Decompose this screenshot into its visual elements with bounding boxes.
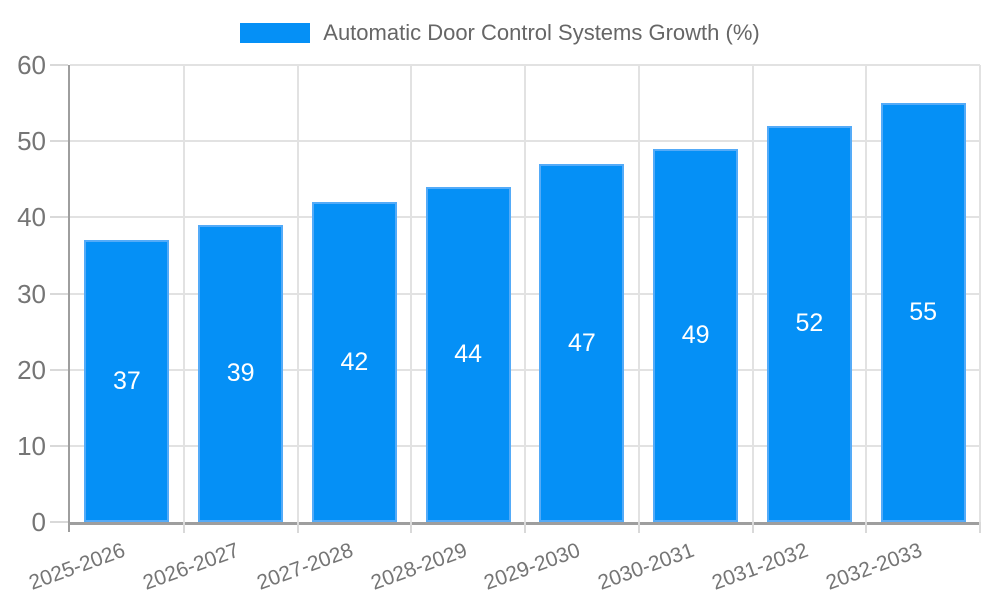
x-tick-mark xyxy=(751,522,754,533)
y-tick-label: 30 xyxy=(17,278,46,309)
x-category-label: 2031-2032 xyxy=(708,538,812,595)
bar-value-label: 55 xyxy=(909,298,938,327)
y-axis-labels: 0 10 20 30 40 50 60 xyxy=(0,52,46,535)
y-tick-mark xyxy=(50,216,68,219)
x-tick-mark xyxy=(865,522,868,533)
x-tick-mark xyxy=(410,522,413,533)
bar: 49 xyxy=(653,148,739,522)
bar: 44 xyxy=(425,186,511,522)
x-tick-mark xyxy=(524,522,526,533)
y-tick-label: 50 xyxy=(17,126,46,157)
x-category-label: 2030-2031 xyxy=(595,538,698,595)
x-axis-labels: 2025-2026 2026-2027 2027-2028 2028-2029 2029… xyxy=(26,522,978,600)
y-tick-label: 0 xyxy=(31,507,46,537)
x-tick-mark xyxy=(182,522,185,533)
x-category-label: 2029-2030 xyxy=(481,538,584,595)
x-gridline xyxy=(979,65,981,522)
bar-value-label: 49 xyxy=(681,320,710,349)
y-tick-mark xyxy=(50,292,68,295)
bar: 52 xyxy=(766,125,852,522)
y-tick-mark xyxy=(50,368,68,371)
legend-series-label: Automatic Door Control Systems Growth (%… xyxy=(323,20,760,45)
y-axis-extension xyxy=(68,522,70,532)
x-gridline xyxy=(865,65,868,522)
plot-area: 37 39 42 44 47 49 52 55 xyxy=(50,64,981,533)
x-gridline xyxy=(751,65,754,522)
bar-value-label: 39 xyxy=(226,358,255,387)
x-gridline xyxy=(182,65,185,522)
x-category-label: 2032-2033 xyxy=(822,538,925,595)
bar: 39 xyxy=(198,224,284,522)
x-tick-mark xyxy=(979,522,981,533)
bar: 37 xyxy=(84,240,170,522)
bar: 42 xyxy=(311,202,397,522)
legend-item[interactable]: Automatic Door Control Systems Growth (%… xyxy=(240,20,760,46)
x-category-label: 2026-2027 xyxy=(140,538,243,595)
chart-legend: Automatic Door Control Systems Growth (%… xyxy=(0,20,1000,46)
y-tick-label: 10 xyxy=(17,430,46,461)
y-tick-label: 60 xyxy=(17,50,46,80)
y-tick-mark xyxy=(50,521,68,523)
x-gridline xyxy=(410,65,413,522)
bar-value-label: 52 xyxy=(795,309,824,338)
x-gridline xyxy=(637,65,640,522)
bar-value-label: 44 xyxy=(454,339,483,368)
y-tick-label: 40 xyxy=(17,202,46,233)
y-tick-mark xyxy=(50,444,68,447)
legend-color-swatch xyxy=(240,23,311,43)
bar: 47 xyxy=(539,164,625,522)
y-tick-label: 20 xyxy=(17,354,46,385)
bar-value-label: 42 xyxy=(340,347,369,376)
x-gridline xyxy=(296,65,299,522)
x-category-label: 2027-2028 xyxy=(253,538,357,595)
x-tick-mark xyxy=(296,522,299,533)
bar-value-label: 47 xyxy=(567,328,596,357)
bar: 55 xyxy=(880,103,966,522)
bar-value-label: 37 xyxy=(112,366,141,395)
x-tick-mark xyxy=(637,522,640,533)
y-tick-mark xyxy=(50,64,68,66)
x-category-label: 2028-2029 xyxy=(367,538,470,595)
y-tick-mark xyxy=(50,140,68,143)
x-category-label: 2025-2026 xyxy=(26,538,129,595)
x-gridline xyxy=(524,65,526,522)
